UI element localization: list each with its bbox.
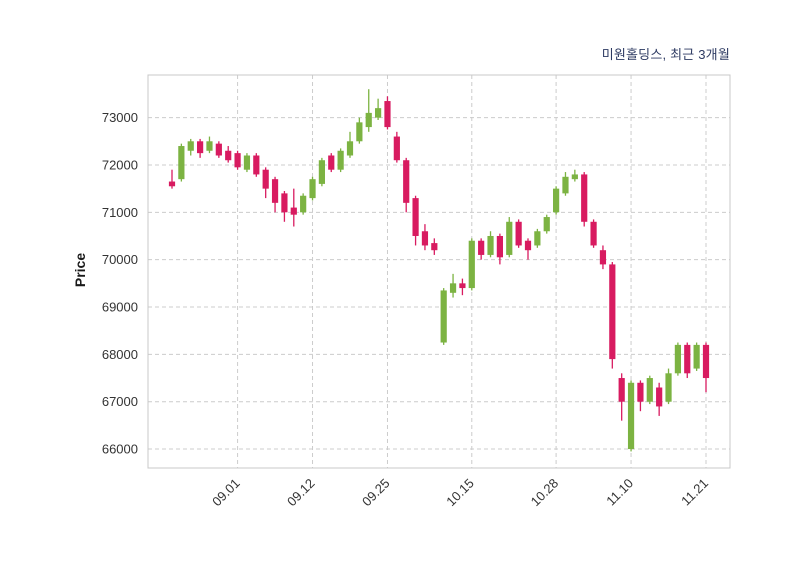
candle-body-down	[168, 181, 176, 187]
candle-body-down	[271, 179, 279, 203]
candle-body-down	[524, 240, 532, 251]
candle-body-up	[665, 373, 672, 402]
candle-body-down	[590, 221, 597, 246]
y-tick-label: 70000	[102, 252, 138, 267]
plot-border	[147, 74, 731, 469]
y-tick-label: 71000	[102, 205, 138, 220]
candle-body-up	[449, 283, 457, 293]
x-tick-label: 11.10	[603, 476, 636, 509]
candle-body-up	[318, 160, 325, 184]
candle-body-down	[328, 155, 335, 170]
candle-body-up	[337, 150, 344, 170]
y-tick-label: 68000	[102, 347, 138, 362]
y-tick-label: 73000	[102, 110, 138, 125]
candle-body-down	[599, 250, 607, 265]
candle-body-down	[393, 136, 400, 161]
candle-body-up	[440, 290, 447, 343]
x-tick-label: 09.01	[209, 476, 243, 510]
candle-body-down	[253, 155, 260, 175]
chart-title: 미원홀딩스, 최근 3개월	[601, 47, 730, 62]
candle-body-up	[356, 122, 363, 142]
candle-body-down	[412, 198, 419, 236]
x-tick-label: 09.25	[359, 476, 393, 510]
candle-body-down	[637, 382, 644, 402]
candle-body-up	[178, 146, 185, 180]
candle-body-down	[421, 231, 429, 246]
candle-body-up	[646, 378, 653, 402]
candle-body-down	[702, 344, 710, 379]
candle-body-up	[300, 195, 307, 213]
candle-body-down	[384, 101, 391, 128]
candle-body-up	[534, 231, 541, 246]
candle-body-down	[225, 150, 232, 161]
candle-body-down	[431, 243, 438, 251]
candle-body-down	[262, 169, 269, 189]
candle-body-down	[197, 141, 204, 154]
candle-body-down	[609, 264, 616, 360]
x-tick-label: 11.21	[678, 476, 711, 509]
candle-body-up	[187, 141, 194, 151]
y-tick-label: 69000	[102, 300, 138, 315]
candle-body-down	[459, 283, 466, 289]
candle-body-down	[215, 143, 222, 156]
candle-body-down	[281, 193, 288, 213]
candle-body-up	[693, 344, 700, 369]
candle-body-up	[309, 179, 316, 199]
candle-body-up	[375, 108, 382, 118]
candle-body-down	[515, 221, 522, 246]
candle-body-down	[478, 240, 485, 255]
candle-body-up	[243, 155, 251, 170]
candle-body-up	[487, 235, 494, 255]
candle-body-down	[290, 207, 297, 215]
candle-body-down	[234, 153, 241, 168]
candle-body-down	[403, 160, 410, 203]
candle-body-up	[627, 382, 635, 450]
candle-body-down	[684, 344, 691, 374]
x-tick-label: 09.12	[284, 476, 318, 510]
candle-body-up	[506, 221, 513, 255]
candle-body-up	[543, 217, 550, 232]
candle-body-down	[656, 387, 663, 407]
x-tick-label: 10.28	[528, 476, 562, 510]
candle-body-up	[365, 112, 372, 128]
candle-body-up	[674, 344, 681, 374]
y-tick-label: 67000	[102, 394, 138, 409]
candle-body-up	[346, 141, 354, 156]
candle-body-up	[468, 240, 475, 289]
candle-body-down	[618, 378, 625, 402]
candle-body-up	[571, 174, 578, 180]
candle-body-down	[581, 174, 588, 222]
y-tick-label: 66000	[102, 442, 138, 457]
candle-body-down	[496, 235, 503, 258]
candle-body-up	[562, 176, 569, 194]
candle-body-up	[206, 141, 213, 151]
x-tick-label: 10.15	[443, 476, 477, 510]
y-tick-label: 72000	[102, 157, 138, 172]
candle-body-up	[553, 188, 560, 213]
